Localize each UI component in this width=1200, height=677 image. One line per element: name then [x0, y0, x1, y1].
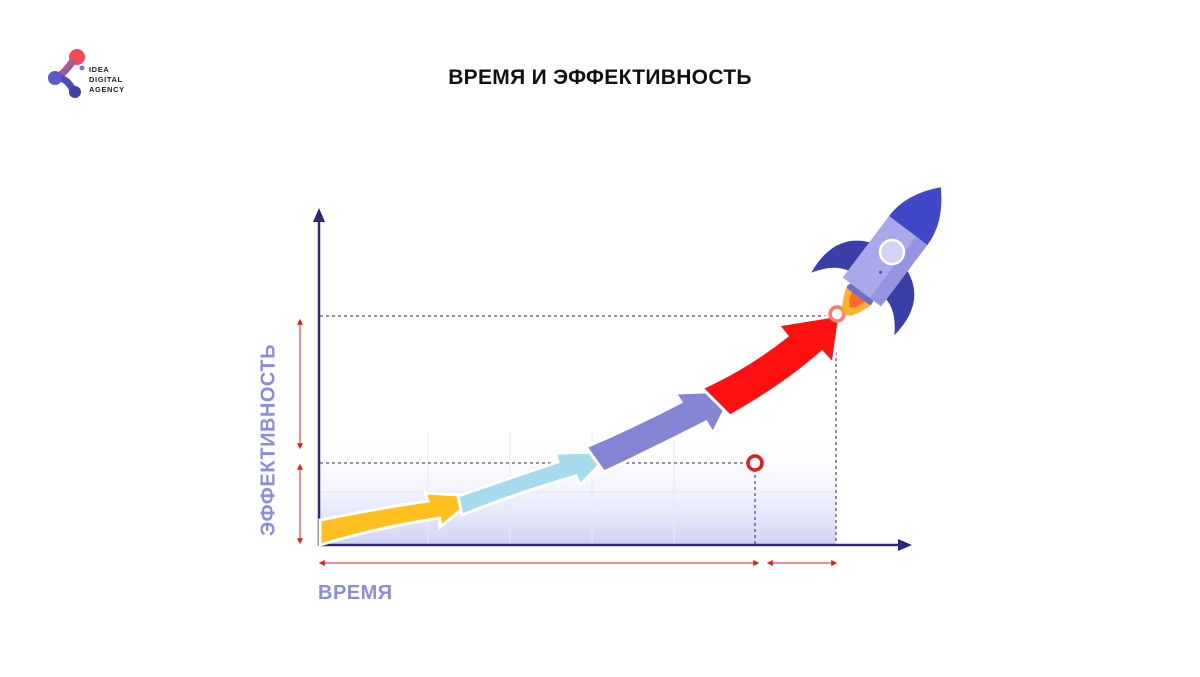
axes [313, 208, 912, 551]
point-peak [828, 305, 846, 323]
dimension-markers [297, 318, 838, 566]
y-axis-arrowhead [313, 208, 325, 222]
y-axis-label: ЭФФЕКТИВНОСТЬ [257, 344, 280, 536]
brand-logo-icon [48, 49, 85, 98]
shaded-area [320, 433, 836, 545]
arrow-segment-purple [583, 389, 737, 474]
point-baseline [746, 454, 764, 472]
arrow-segment-cyan [456, 450, 616, 518]
brand-name: IDEA DIGITAL AGENCY [89, 65, 125, 95]
brand-line-3: AGENCY [89, 85, 125, 94]
brand-line-2: DIGITAL [89, 75, 123, 84]
brand-line-1: IDEA [89, 65, 110, 74]
arrow-segment-red [699, 313, 842, 418]
page-title: ВРЕМЯ И ЭФФЕКТИВНОСТЬ [448, 66, 752, 89]
arrow-segment-yellow [318, 491, 482, 548]
x-axis-label: ВРЕМЯ [318, 582, 393, 604]
x-axis-arrowhead [898, 539, 912, 551]
rocket-icon [811, 187, 942, 336]
growth-arrows [318, 313, 842, 548]
guide-lines [320, 315, 837, 545]
